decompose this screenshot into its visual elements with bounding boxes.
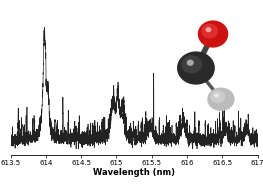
Ellipse shape — [210, 90, 225, 103]
Ellipse shape — [206, 27, 211, 32]
Ellipse shape — [187, 60, 194, 66]
X-axis label: Wavelength (nm): Wavelength (nm) — [93, 168, 175, 177]
Ellipse shape — [201, 24, 218, 39]
Ellipse shape — [207, 88, 235, 111]
Ellipse shape — [181, 55, 202, 74]
Ellipse shape — [177, 51, 215, 85]
Ellipse shape — [214, 93, 219, 98]
Ellipse shape — [198, 20, 228, 48]
